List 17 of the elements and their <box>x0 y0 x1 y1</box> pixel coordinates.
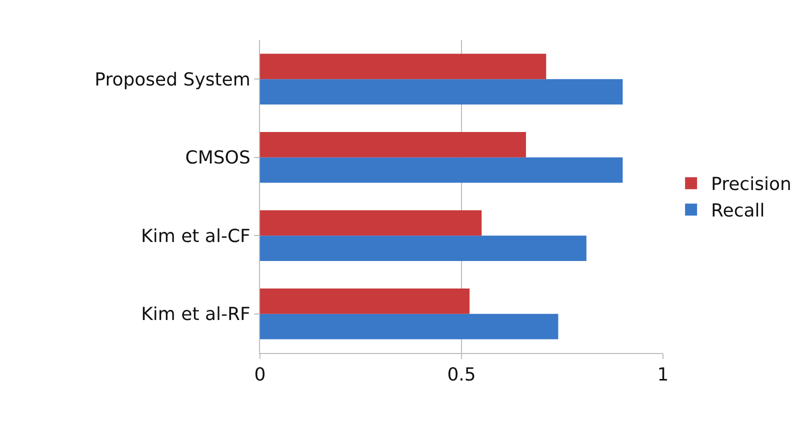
bar <box>260 314 558 340</box>
x-tick-label: 0.5 <box>447 364 476 386</box>
legend-label: Recall <box>711 200 765 222</box>
bar <box>260 132 526 158</box>
y-tick-label: Proposed System <box>94 69 250 90</box>
bar <box>260 54 546 80</box>
legend-label: Precision <box>711 174 792 196</box>
x-tick-label: 1 <box>657 364 669 386</box>
bar <box>260 288 470 314</box>
x-tick-label: 0 <box>254 364 266 386</box>
bar <box>260 157 623 183</box>
bar <box>260 79 623 105</box>
y-tick-label: CMSOS <box>185 148 250 169</box>
bar <box>260 210 482 236</box>
y-tick-label: Kim et al-RF <box>141 304 250 326</box>
bar <box>260 236 586 262</box>
y-tick-label: Kim et al-CF <box>141 226 250 247</box>
